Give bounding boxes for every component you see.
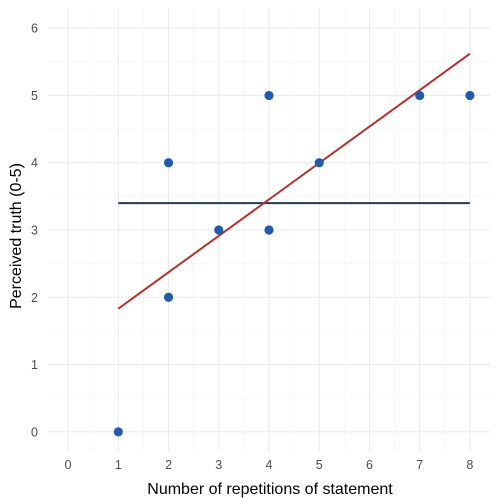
x-tick-label: 7 [416, 458, 423, 472]
y-tick-labels: 0 1 2 3 4 5 6 [31, 22, 38, 440]
fit-lines [117, 52, 471, 310]
x-tick-labels: 0 1 2 3 4 5 6 7 8 [65, 458, 474, 472]
data-point [113, 427, 123, 437]
y-tick-label: 2 [31, 291, 38, 305]
data-point [465, 90, 475, 101]
y-tick-label: 3 [31, 224, 38, 238]
y-tick-label: 4 [31, 156, 38, 170]
y-axis-title: Perceived truth (0-5) [8, 163, 25, 309]
data-point [163, 292, 174, 302]
x-tick-label: 6 [366, 458, 373, 472]
data-point [415, 90, 425, 101]
data-point [314, 158, 324, 168]
x-tick-label: 1 [115, 458, 122, 472]
x-tick-label: 3 [215, 458, 222, 472]
y-tick-label: 1 [31, 358, 38, 372]
x-tick-label: 8 [466, 458, 473, 472]
y-tick-label: 0 [31, 425, 38, 439]
data-point [163, 158, 174, 168]
x-tick-label: 2 [165, 458, 172, 472]
regression-line [117, 52, 471, 310]
x-tick-label: 5 [316, 458, 323, 472]
y-tick-label: 5 [31, 89, 38, 103]
data-point [264, 225, 274, 235]
data-points [113, 90, 475, 437]
y-tick-label: 6 [31, 22, 38, 36]
x-tick-label: 4 [266, 458, 273, 472]
data-point [264, 90, 274, 101]
x-axis-title: Number of repetitions of statement [147, 481, 393, 498]
data-point [214, 225, 224, 235]
x-tick-label: 0 [65, 458, 72, 472]
